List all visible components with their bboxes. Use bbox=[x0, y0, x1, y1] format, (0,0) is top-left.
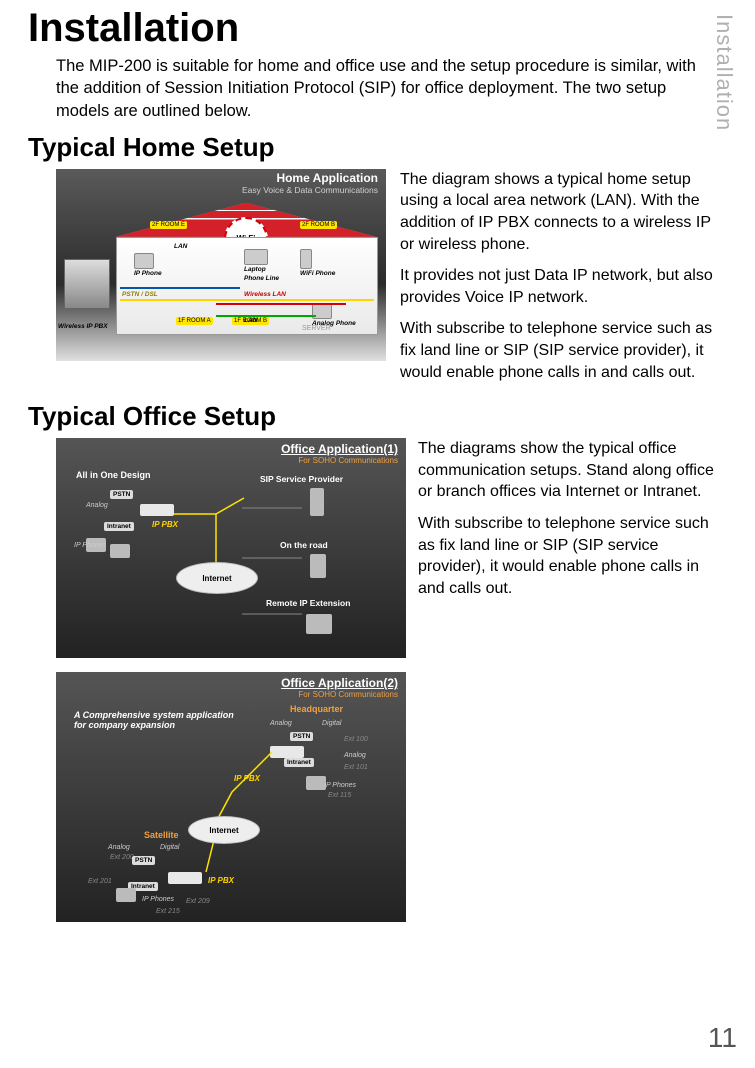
home-p2: It provides not just Data IP network, bu… bbox=[400, 265, 727, 308]
home-p1: The diagram shows a typical home setup u… bbox=[400, 169, 727, 255]
net-wlan: Wireless LAN bbox=[244, 291, 286, 298]
office-heading: Typical Office Setup bbox=[28, 401, 755, 432]
office-text: The diagrams show the typical office com… bbox=[418, 438, 727, 658]
room-tl: 2F ROOM E bbox=[150, 221, 187, 229]
server-icon-1 bbox=[310, 488, 324, 516]
office-p2: With subscribe to telephone service such… bbox=[418, 513, 727, 599]
home-heading: Typical Home Setup bbox=[28, 132, 755, 163]
office-diagram-1: Office Application(1) For SOHO Communica… bbox=[56, 438, 406, 658]
cloud-internet-2: Internet bbox=[188, 816, 260, 844]
net-phoneline: Phone Line bbox=[244, 275, 279, 282]
home-p3: With subscribe to telephone service such… bbox=[400, 318, 727, 383]
office-p1: The diagrams show the typical office com… bbox=[418, 438, 727, 503]
home-diag-subtitle: Easy Voice & Data Communications bbox=[242, 185, 378, 195]
home-diagram: Home Application Easy Voice & Data Commu… bbox=[56, 169, 386, 361]
home-text: The diagram shows a typical home setup u… bbox=[400, 169, 727, 393]
dev-server: SERVER bbox=[302, 325, 331, 332]
room-bl: 1F ROOM A bbox=[176, 317, 213, 325]
home-diag-title: Home Application bbox=[276, 171, 378, 185]
side-tab: Installation bbox=[711, 14, 737, 131]
dev-wifiphone: WiFi Phone bbox=[300, 249, 335, 277]
external-device-icon bbox=[64, 259, 110, 309]
dev-ipphone: IP Phone bbox=[134, 253, 162, 277]
net-lan2: LAN bbox=[244, 317, 257, 324]
office-diagram-2: Office Application(2) For SOHO Communica… bbox=[56, 672, 406, 922]
dev-wpbx: Wireless IP PBX bbox=[58, 323, 108, 330]
cloud-internet-1: Internet bbox=[176, 562, 258, 594]
dev-wifiphone-label: WiFi Phone bbox=[300, 270, 335, 277]
dev-laptop: Laptop bbox=[244, 249, 268, 273]
net-pstn: PSTN / DSL bbox=[122, 291, 158, 298]
room-tr: 2F ROOM B bbox=[300, 221, 337, 229]
page-title: Installation bbox=[28, 6, 755, 51]
remote-phone-icon bbox=[306, 614, 332, 634]
dev-ipphone-label: IP Phone bbox=[134, 270, 162, 277]
mobile-icon-1 bbox=[310, 554, 326, 578]
dev-laptop-label: Laptop bbox=[244, 266, 266, 273]
net-lan: LAN bbox=[174, 243, 187, 250]
house-graphic: Wi Fi 2F ROOM E 2F ROOM B 1F ROOM A 1F R… bbox=[116, 203, 376, 333]
page-number: 11 bbox=[708, 1022, 737, 1054]
intro-paragraph: The MIP-200 is suitable for home and off… bbox=[56, 55, 715, 122]
dev-aphone: Analog Phone bbox=[312, 303, 356, 327]
